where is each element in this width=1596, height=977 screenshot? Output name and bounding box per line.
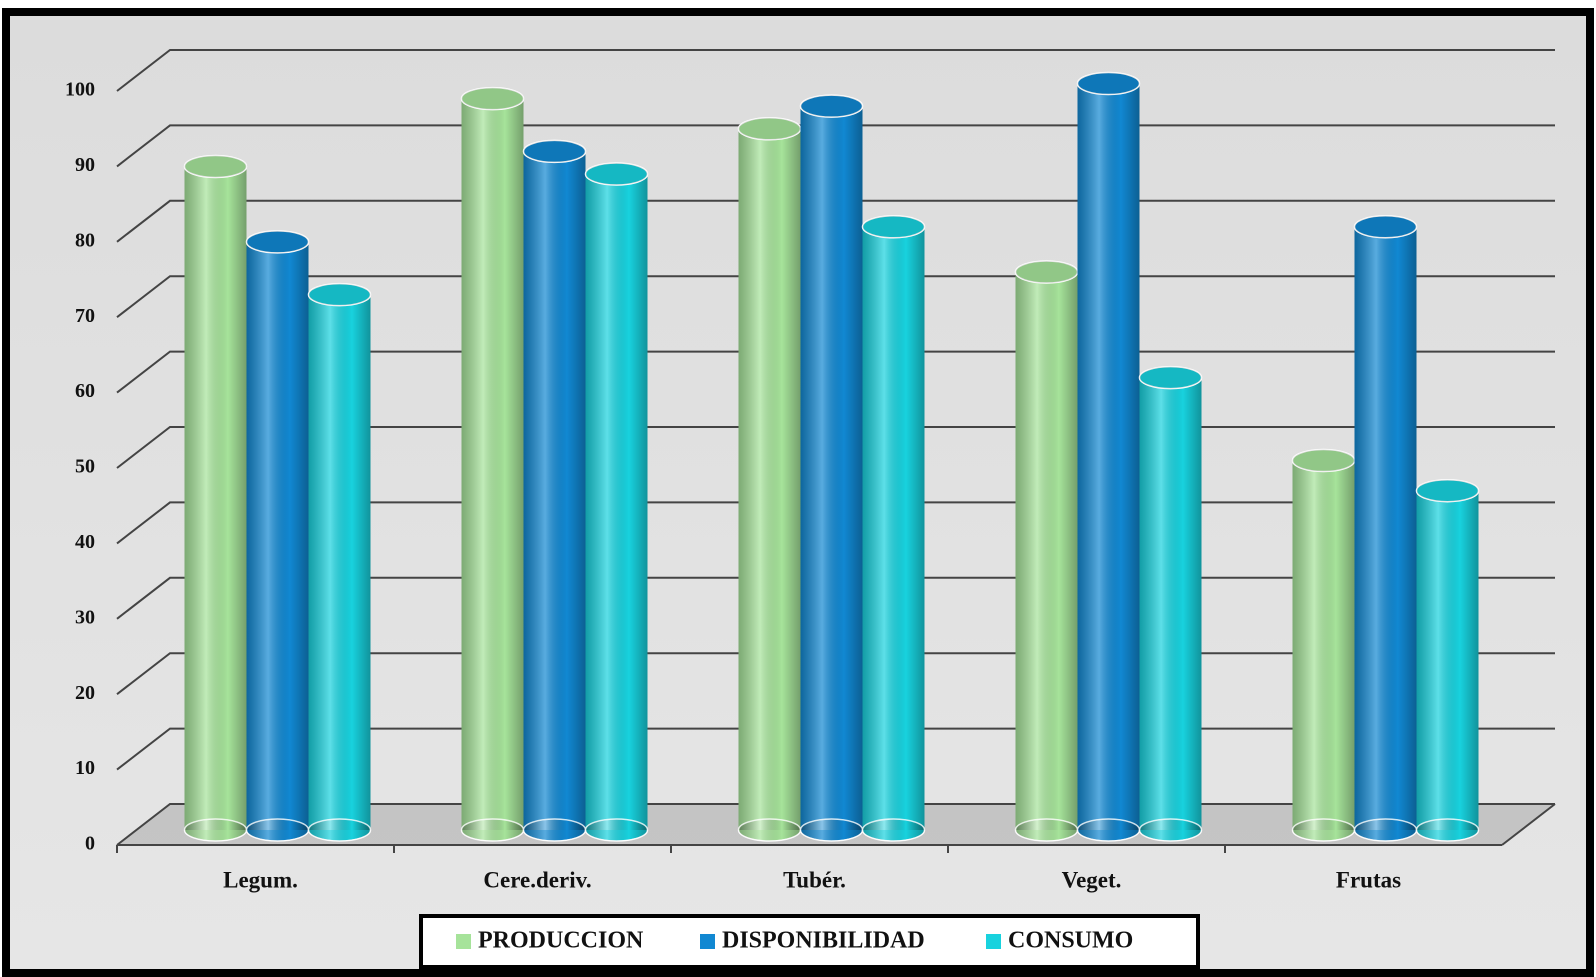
floor-edge <box>1501 803 1556 846</box>
bar-top-shade <box>585 163 648 186</box>
bar-top <box>1353 215 1418 239</box>
bar-shade-bottom <box>1353 818 1418 842</box>
bar-shade-bottom <box>1415 818 1480 842</box>
bar-shade <box>523 151 586 830</box>
bar-shade-bottom <box>245 818 310 842</box>
grid-line <box>116 49 1555 92</box>
bar-shade-bottom <box>584 818 649 842</box>
x-tick-label: Veget. <box>1062 867 1122 892</box>
legend: PRODUCCION DISPONIBILIDAD CONSUMO <box>456 928 1133 954</box>
x-tick-label: Tubér. <box>783 867 846 892</box>
bar-shade <box>1077 83 1140 831</box>
bar-top <box>1076 71 1141 96</box>
y-tick-label: 10 <box>75 757 95 779</box>
bar-top-shade <box>308 283 371 306</box>
bar-shade <box>308 294 371 830</box>
bar-shade <box>1015 272 1078 830</box>
bar-shade <box>246 241 309 830</box>
y-tick-label: 90 <box>75 154 95 176</box>
bar-shade <box>800 106 863 830</box>
y-tick-label: 60 <box>75 380 95 402</box>
bar-shade-bottom <box>1138 818 1203 842</box>
bar-top <box>460 86 525 111</box>
bar-top-shade <box>461 87 524 110</box>
bar-top-shade <box>1354 215 1417 238</box>
bar-shade-bottom <box>460 818 525 842</box>
bar-top-shade <box>523 140 586 163</box>
legend-label: CONSUMO <box>1008 928 1133 954</box>
bar-shade-bottom <box>307 818 372 842</box>
y-tick-label: 70 <box>75 305 95 327</box>
bar-top-shade <box>1077 72 1140 95</box>
y-tick-label: 0 <box>85 833 95 855</box>
bar-top-shade <box>1416 479 1479 502</box>
y-tick-label: 40 <box>75 531 95 553</box>
bar-shade-bottom <box>799 818 864 842</box>
bar-shade <box>738 128 801 830</box>
bar-top <box>1138 365 1203 390</box>
x-tick-label: Legum. <box>223 867 298 892</box>
bar-top-shade <box>862 215 925 238</box>
bar-shade <box>585 174 648 830</box>
y-tick-label: 20 <box>75 682 95 704</box>
bar-shade <box>1354 226 1417 831</box>
legend-label: PRODUCCION <box>478 928 644 954</box>
bar-top <box>584 162 649 186</box>
bar-shade-bottom <box>1291 818 1356 842</box>
x-tick-label: Cere.deriv. <box>483 867 591 892</box>
bar-shade <box>1139 377 1202 830</box>
bar-shade <box>184 166 247 831</box>
bar-shade-bottom <box>183 818 248 842</box>
bar-shade <box>1416 490 1479 830</box>
bar-shade <box>862 226 925 831</box>
legend-swatch <box>700 934 715 949</box>
bar-shade-bottom <box>1076 818 1141 842</box>
bar-top <box>1415 478 1480 503</box>
y-tick-label: 30 <box>75 606 95 628</box>
bar-shade <box>1292 460 1355 830</box>
bar-top <box>522 139 587 164</box>
bar-shade <box>461 98 524 831</box>
bar-top-shade <box>184 155 247 178</box>
bar-top-shade <box>1139 366 1202 389</box>
bar-shade-bottom <box>1014 818 1079 842</box>
bar-shade-bottom <box>522 818 587 842</box>
bar-top-shade <box>800 95 863 118</box>
y-tick-label: 100 <box>65 79 95 101</box>
bars <box>183 71 1480 842</box>
legend-box <box>419 914 1200 969</box>
bar-top <box>245 230 310 254</box>
x-tick-label: Frutas <box>1336 867 1401 892</box>
bar-top-shade <box>738 117 801 140</box>
bar-top <box>307 282 372 307</box>
bar-shade-bottom <box>861 818 926 842</box>
labels: 0 10 20 30 40 50 60 70 80 90 100 Legum. Cere.deriv. T… <box>65 79 1401 893</box>
legend-swatch <box>986 934 1001 949</box>
y-tick-label: 80 <box>75 229 95 251</box>
y-tick-label: 50 <box>75 456 95 478</box>
bar-top-shade <box>1292 449 1355 472</box>
bar-top-shade <box>246 230 309 253</box>
legend-swatch <box>456 934 471 949</box>
bar-top <box>861 215 926 239</box>
bar-top-shade <box>1015 261 1078 284</box>
bar-shade-bottom <box>737 818 802 842</box>
bar-top <box>799 94 864 118</box>
bar-top <box>183 154 248 179</box>
legend-label: DISPONIBILIDAD <box>722 928 925 954</box>
